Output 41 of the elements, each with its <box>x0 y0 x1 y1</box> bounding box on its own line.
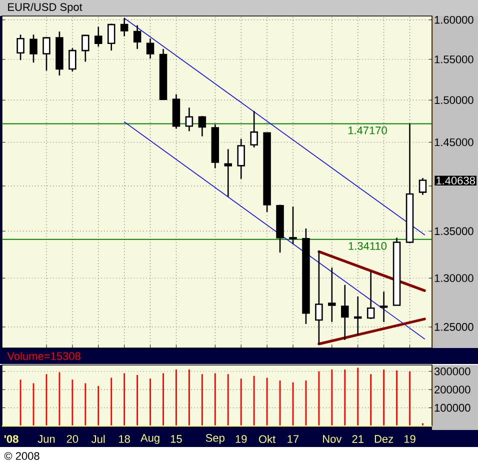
x-tick-label: Jul <box>92 434 105 444</box>
chart-title: EUR/USD Spot <box>8 2 82 14</box>
candlestick <box>146 38 154 60</box>
candlestick <box>315 250 323 345</box>
x-tick-label: Okt <box>259 434 276 444</box>
y-tick-label: 1.60000 <box>434 16 474 24</box>
y-tick-label: 1.35000 <box>434 227 474 236</box>
text: 1.40638 <box>436 176 475 184</box>
x-tick-label: Sep <box>206 434 224 444</box>
y-tick-label: 1.55000 <box>434 55 474 64</box>
candlestick <box>354 296 362 336</box>
x-tick-label: '08 <box>4 435 18 443</box>
x-tick-label: 20 <box>66 435 78 443</box>
candlestick <box>302 228 310 325</box>
x-tick-label: 18 <box>119 435 130 443</box>
y-tick-label: 100000 <box>434 404 470 412</box>
x-tick-label: 17 <box>288 435 299 443</box>
x-tick-label: 21 <box>352 435 364 443</box>
ref-line-label: 1.47170 <box>348 126 387 134</box>
y-tick-label: 1.45000 <box>434 138 474 146</box>
candlestick <box>341 284 349 341</box>
y-tick-label: 1.25000 <box>434 323 474 331</box>
candlestick <box>328 267 336 323</box>
candlestick <box>185 106 194 132</box>
y-tick-label: 300000 <box>434 367 470 376</box>
candlestick <box>224 148 232 198</box>
candlestick <box>380 290 388 323</box>
y-tick-label: 1.30000 <box>434 274 474 282</box>
x-tick-label: Aug <box>140 434 160 444</box>
text: © 2008 <box>4 452 40 460</box>
ref-line-label: 1.34110 <box>348 242 387 250</box>
x-tick-label: Jun <box>38 435 55 443</box>
x-tick-label: Nov <box>323 435 342 443</box>
candlestick <box>133 24 142 50</box>
y-tick-label: 200000 <box>434 386 470 394</box>
x-tick-label: 19 <box>404 435 416 443</box>
chart-title: Volume=15308 <box>7 352 80 360</box>
x-tick-label: 19 <box>236 435 247 443</box>
y-tick-label: 1.50000 <box>434 96 474 104</box>
x-tick-label: Dez <box>374 435 394 443</box>
x-tick-label: 15 <box>170 435 182 443</box>
